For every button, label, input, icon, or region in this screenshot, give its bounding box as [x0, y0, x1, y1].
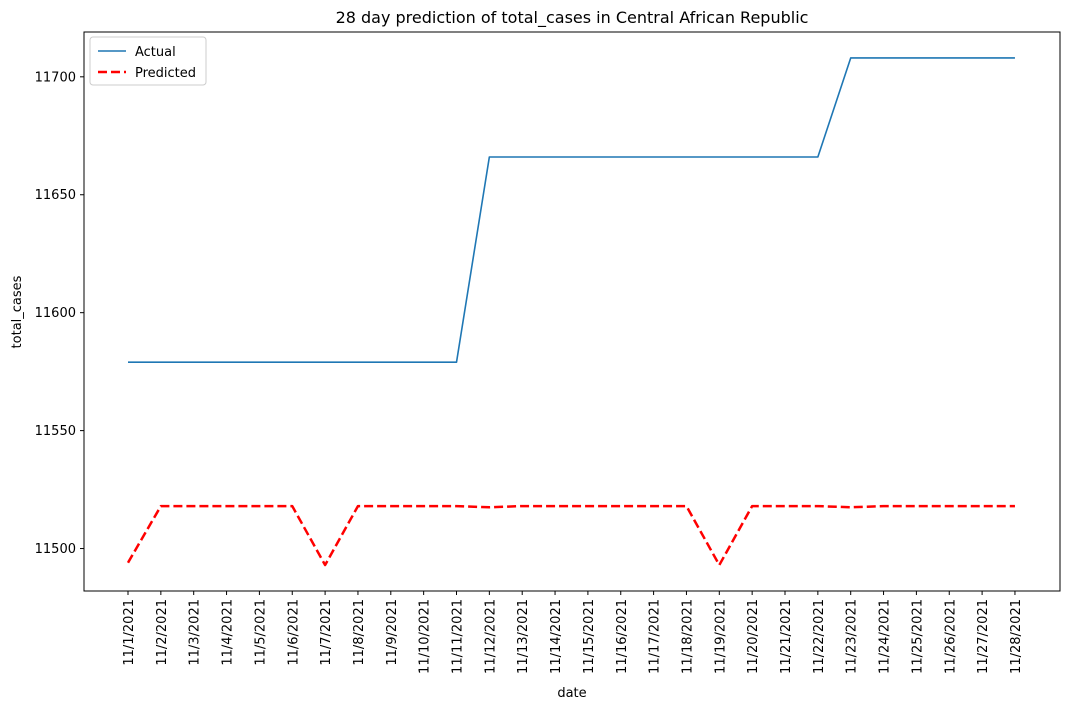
- x-tick-label: 11/7/2021: [319, 599, 334, 666]
- x-tick-label: 11/9/2021: [385, 599, 400, 666]
- x-tick-label: 11/13/2021: [516, 599, 531, 674]
- x-tick-label: 11/25/2021: [910, 599, 925, 674]
- x-tick-label: 11/17/2021: [648, 599, 663, 674]
- x-tick-label: 11/14/2021: [549, 599, 564, 674]
- legend-label-predicted: Predicted: [135, 66, 196, 81]
- chart-title: 28 day prediction of total_cases in Cent…: [336, 8, 809, 28]
- x-tick-label: 11/26/2021: [943, 599, 958, 674]
- y-axis-label: total_cases: [10, 275, 25, 348]
- legend-label-actual: Actual: [135, 45, 176, 60]
- y-tick-label: 11700: [35, 70, 76, 85]
- y-tick-label: 11600: [35, 306, 76, 321]
- plot-area: 11500 11550 11600 11650 11700 11/1/2021 11/2/2…: [35, 31, 1061, 674]
- x-tick-label: 11/15/2021: [582, 599, 597, 674]
- x-tick-label: 11/21/2021: [779, 599, 794, 674]
- y-tick-label: 11650: [35, 188, 76, 203]
- x-tick-label: 11/16/2021: [615, 599, 630, 674]
- x-tick-label: 11/3/2021: [188, 599, 203, 666]
- x-tick-label: 11/4/2021: [221, 599, 236, 666]
- x-tick-label: 11/28/2021: [1009, 599, 1024, 674]
- x-tick-label: 11/20/2021: [746, 599, 761, 674]
- x-tick-label: 11/5/2021: [253, 599, 268, 666]
- x-tick-label: 11/12/2021: [483, 599, 498, 674]
- x-tick-label: 11/6/2021: [286, 599, 301, 666]
- legend: Actual Predicted: [89, 36, 207, 86]
- series-line-actual: [128, 57, 1015, 364]
- x-tick-label: 11/24/2021: [878, 599, 893, 674]
- series-line-predicted: [126, 504, 1015, 567]
- x-tick-label: 11/23/2021: [845, 599, 860, 674]
- x-tick-label: 11/8/2021: [352, 599, 367, 666]
- y-tick-label: 11550: [35, 424, 76, 439]
- x-tick-label: 11/22/2021: [812, 599, 827, 674]
- axes-frame: [83, 31, 1061, 592]
- y-tick-label: 11500: [35, 542, 76, 557]
- x-tick-label: 11/10/2021: [418, 599, 433, 674]
- x-tick-label: 11/27/2021: [976, 599, 991, 674]
- x-tick-label: 11/11/2021: [451, 599, 466, 674]
- x-tick-label: 11/1/2021: [122, 599, 137, 666]
- x-axis-label: date: [557, 686, 586, 701]
- x-tick-label: 11/19/2021: [713, 599, 728, 674]
- x-tick-label: 11/2/2021: [155, 599, 170, 666]
- x-tick-label: 11/18/2021: [680, 599, 695, 674]
